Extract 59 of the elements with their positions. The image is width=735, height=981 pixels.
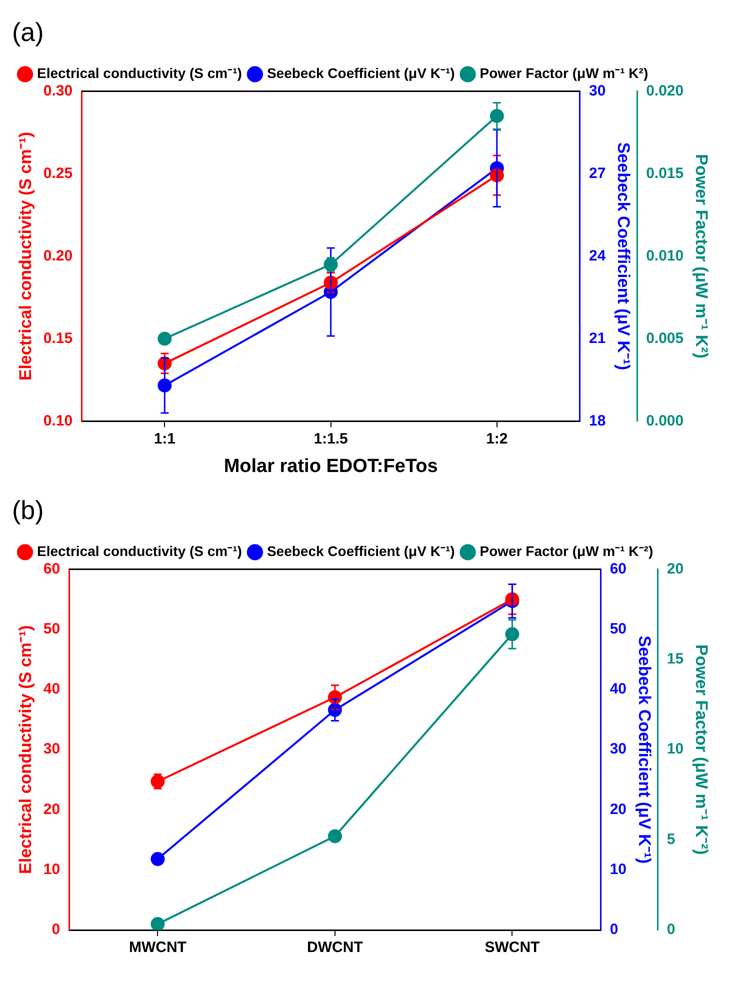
y-tick-label: 20 [43,800,60,818]
y3-tick-label: 0.005 [646,330,684,347]
y-tick-label: 0.15 [43,330,73,347]
legend-label: Power Factor (μW m⁻¹ K²) [480,65,648,82]
y2-tick-label: 0 [610,921,618,938]
y-tick-label: 0.30 [43,82,73,100]
y2-tick-label: 10 [610,861,627,878]
y-tick-label: 0.10 [43,412,73,430]
x-tick-label: 1:1.5 [314,430,348,448]
legend-label: Electrical conductivity (S cm⁻¹) [37,65,242,82]
y-tick-label: 0.25 [43,164,73,182]
legend-label: Power Factor (μW m⁻¹ K⁻²) [480,543,654,560]
y-axis-title: Electrical conductivity (S cm⁻¹) [16,625,35,874]
chart-title: (a) [12,16,44,47]
y2-axis-title: Seebeck Coefficient (μV K⁻¹) [635,636,654,864]
y-tick-label: 40 [43,680,60,698]
y3-tick-label: 15 [666,650,684,668]
y-tick-label: 0.20 [43,247,73,264]
y2-tick-label: 20 [610,800,627,818]
chart-title: (b) [12,494,44,525]
y3-axis-title: Power Factor (μW m⁻¹ K⁻²) [692,644,712,855]
x-tick-label: 1:1 [154,430,176,448]
y-tick-label: 50 [43,620,60,638]
y-tick-label: 10 [43,861,60,878]
x-tick-label: 1:2 [486,430,508,448]
y2-tick-label: 30 [610,740,627,758]
point [150,917,165,930]
legend-label: Electrical conductivity (S cm⁻¹) [37,543,242,560]
y2-tick-label: 21 [588,330,606,347]
x-tick-label: MWCNT [128,939,186,956]
y3-tick-label: 0.020 [646,82,684,100]
y-tick-label: 0 [52,921,60,938]
legend-label: Seebeck Coefficient (μV K⁻¹) [266,543,455,560]
point [158,332,172,346]
y3-tick-label: 0 [666,921,676,938]
y3-tick-label: 0.000 [646,412,684,430]
y-tick-label: 30 [43,740,60,758]
y2-tick-label: 30 [588,82,606,100]
y2-tick-label: 18 [588,412,606,430]
x-axis-title: Molar ratio EDOT:FeTos [224,456,438,477]
x-tick-label: SWCNT [484,939,540,956]
y2-tick-label: 60 [610,560,627,578]
y3-tick-label: 5 [666,830,676,848]
y2-tick-label: 40 [610,680,627,698]
y3-tick-label: 10 [666,740,684,758]
point [150,852,165,866]
y3-axis-title: Power Factor (μW m⁻¹ K²) [692,154,712,358]
y-axis-title: Electrical conductivity (S cm⁻¹) [16,132,35,381]
y3-tick-label: 0.010 [646,247,684,264]
y-tick-label: 60 [43,560,60,578]
y2-tick-label: 50 [610,620,627,638]
legend-label: Seebeck Coefficient (μV K⁻¹) [266,65,455,82]
y3-tick-label: 20 [666,560,684,578]
y2-axis-title: Seebeck Coefficient (μV K⁻¹) [614,142,634,370]
y2-tick-label: 27 [588,164,606,182]
y2-tick-label: 24 [588,247,606,264]
point [328,829,342,844]
x-tick-label: DWCNT [307,939,363,956]
y3-tick-label: 0.015 [646,164,684,182]
